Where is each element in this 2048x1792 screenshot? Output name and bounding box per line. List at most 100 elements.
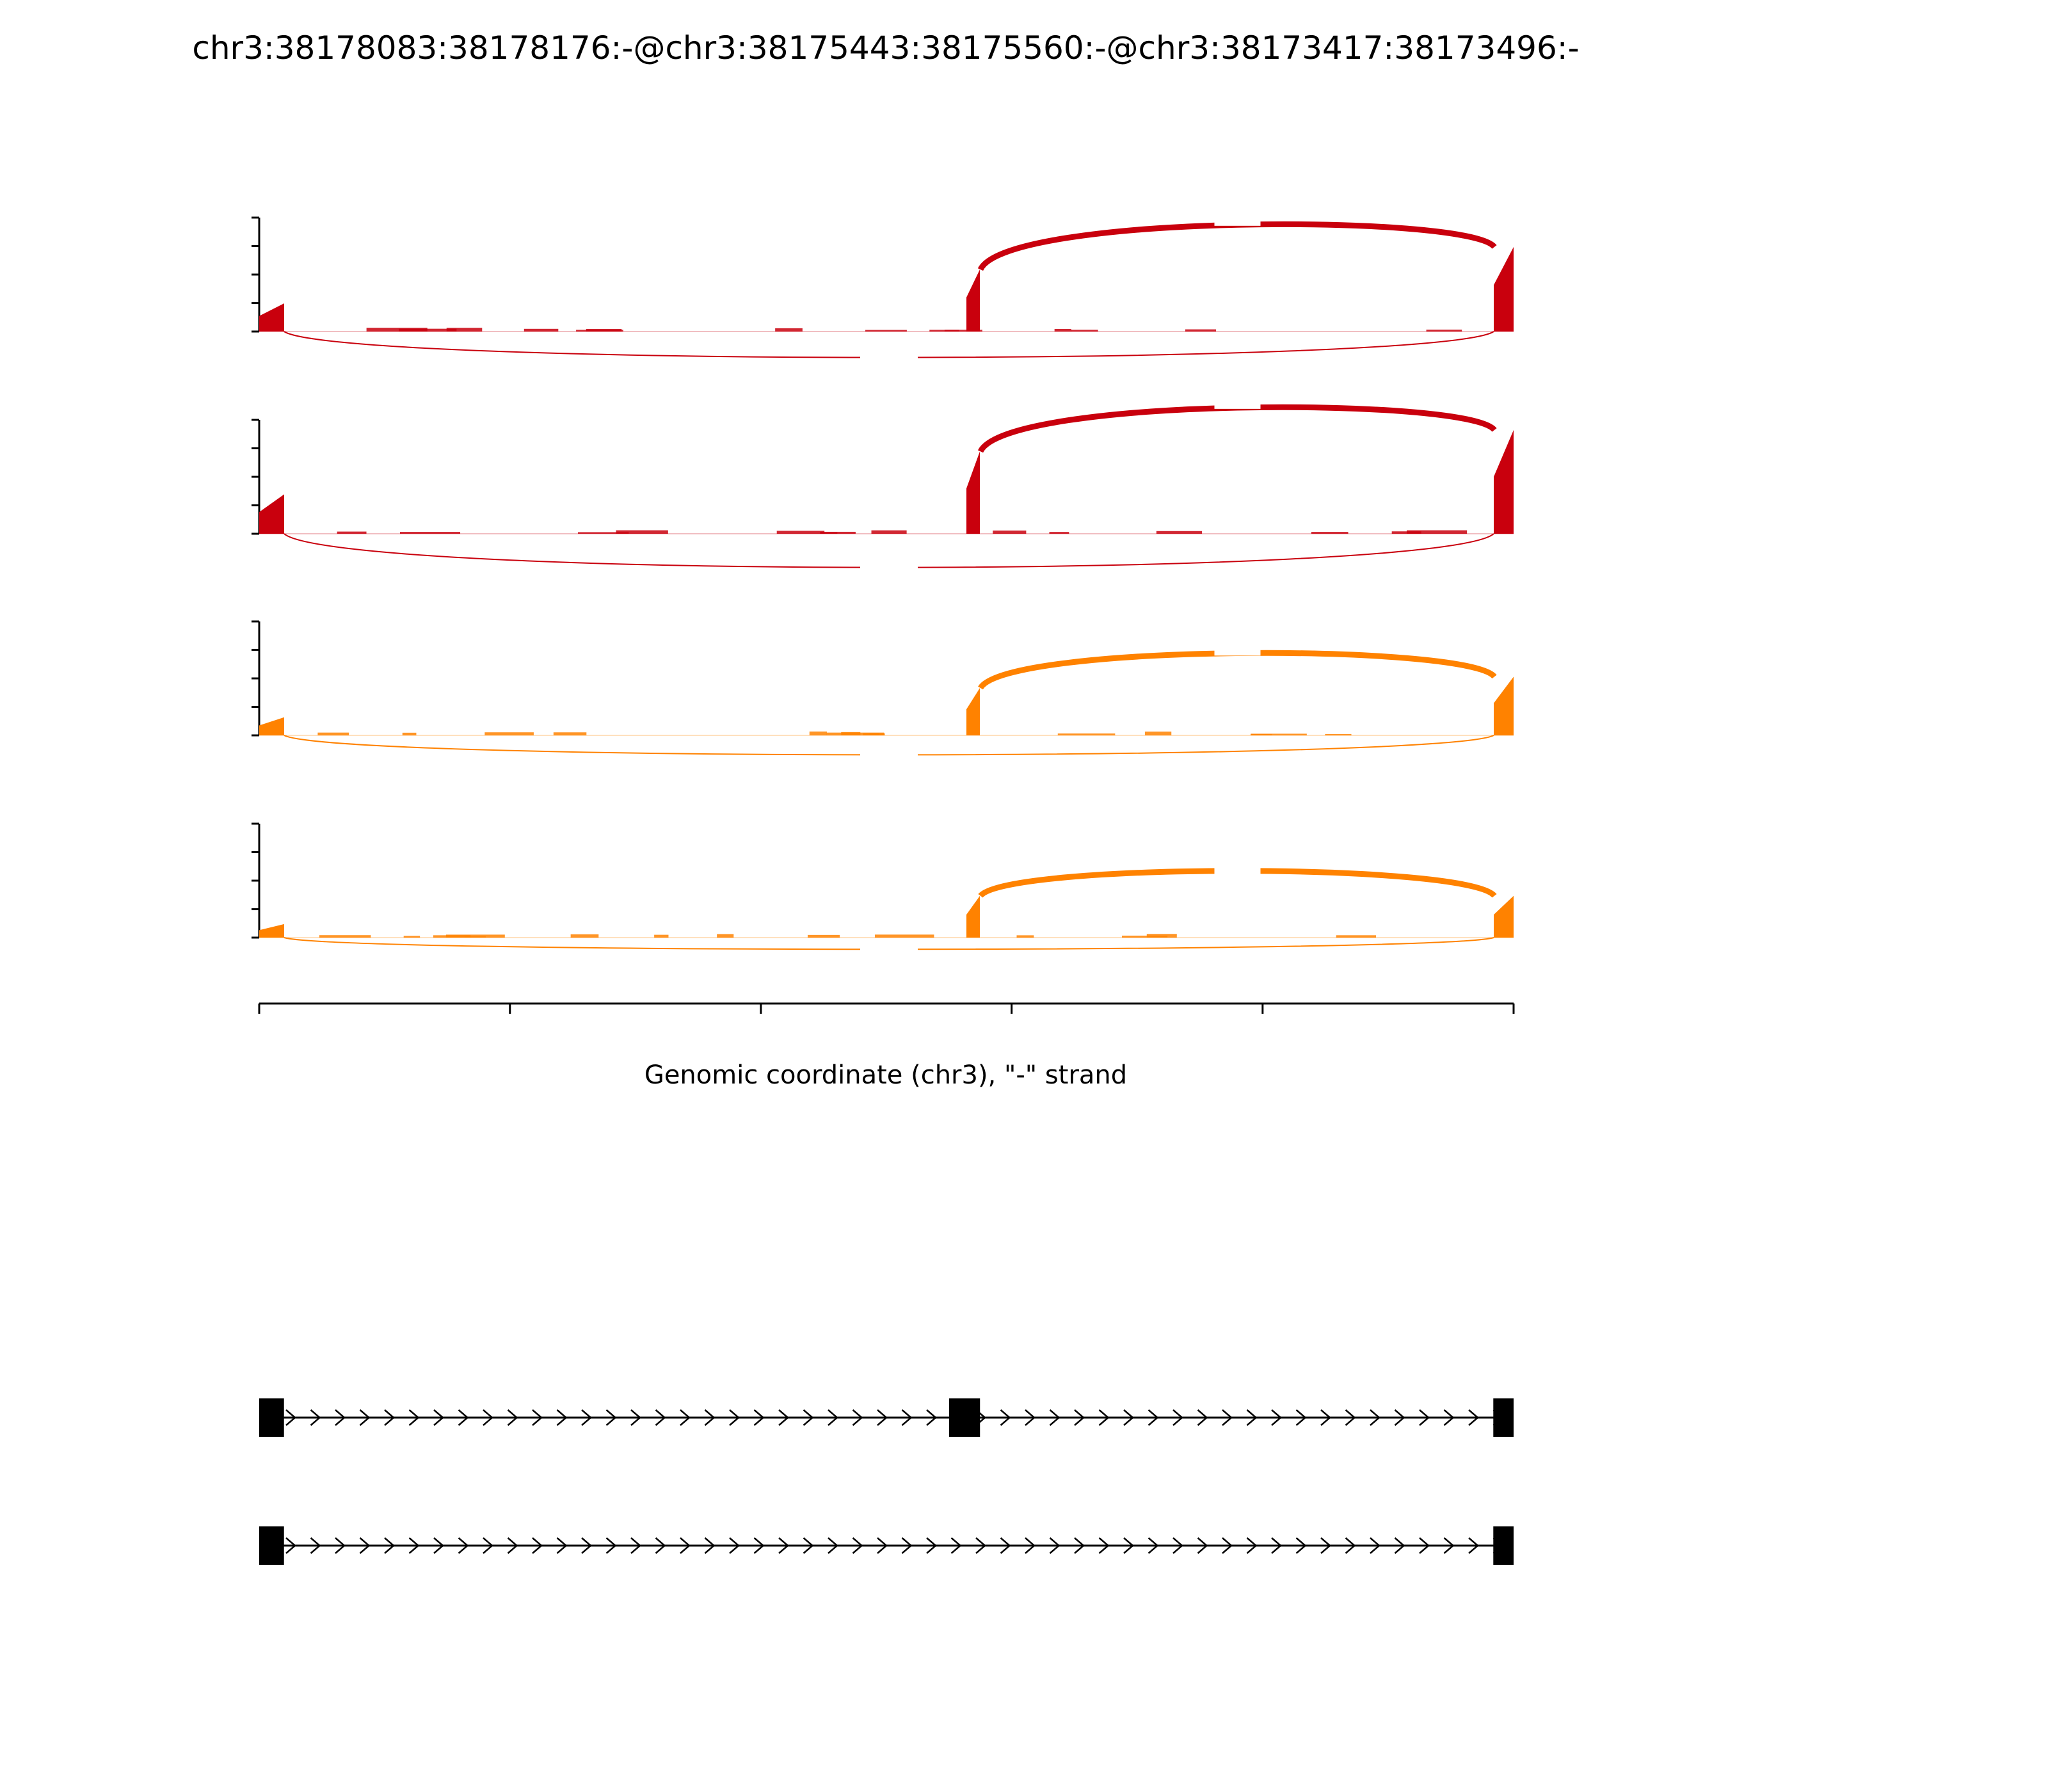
strand-chevron bbox=[1148, 1537, 1159, 1554]
strand-chevron bbox=[532, 1537, 543, 1554]
intron-coverage bbox=[570, 934, 599, 938]
inclusion-junction-arc bbox=[977, 221, 1497, 271]
strand-chevron bbox=[1320, 1537, 1331, 1554]
strand-chevron bbox=[1246, 1537, 1258, 1554]
intron-coverage bbox=[1336, 935, 1376, 938]
strand-chevron bbox=[556, 1409, 568, 1426]
intron-coverage bbox=[865, 330, 907, 332]
strand-chevron bbox=[605, 1409, 617, 1426]
intron-coverage bbox=[1071, 330, 1098, 332]
exon3-coverage bbox=[1494, 895, 1514, 938]
strand-chevron bbox=[901, 1537, 913, 1554]
strand-chevron bbox=[803, 1409, 814, 1426]
strand-chevron bbox=[285, 1409, 296, 1426]
intron-coverage bbox=[1144, 732, 1172, 735]
intron-coverage bbox=[1325, 733, 1352, 735]
strand-chevron bbox=[828, 1537, 838, 1554]
strand-chevron bbox=[335, 1409, 346, 1426]
strand-chevron bbox=[384, 1537, 395, 1554]
intron-coverage bbox=[944, 330, 982, 332]
strand-chevron bbox=[1370, 1409, 1380, 1426]
intron-coverage bbox=[446, 328, 483, 332]
strand-chevron bbox=[1394, 1409, 1405, 1426]
strand-chevron bbox=[877, 1409, 888, 1426]
intron-coverage bbox=[717, 934, 734, 938]
exon-block bbox=[259, 1398, 284, 1437]
coverage-track bbox=[252, 620, 1514, 769]
exon-block bbox=[1493, 1526, 1514, 1565]
strand-chevron bbox=[1049, 1409, 1060, 1426]
strand-chevron bbox=[1246, 1409, 1258, 1426]
strand-chevron bbox=[1025, 1537, 1036, 1554]
strand-chevron bbox=[384, 1409, 395, 1426]
strand-chevron bbox=[950, 1537, 962, 1554]
strand-chevron bbox=[828, 1409, 838, 1426]
intron-coverage bbox=[317, 732, 349, 735]
intron-coverage bbox=[319, 935, 371, 938]
strand-chevron bbox=[1123, 1537, 1134, 1554]
strand-chevron bbox=[1123, 1409, 1134, 1426]
strand-chevron bbox=[507, 1537, 518, 1554]
exon2-coverage bbox=[966, 687, 980, 735]
strand-chevron bbox=[1098, 1537, 1110, 1554]
exon3-coverage bbox=[1494, 246, 1514, 332]
intron-coverage bbox=[1054, 329, 1071, 332]
strand-chevron bbox=[901, 1409, 913, 1426]
intron-coverage bbox=[1156, 531, 1203, 534]
strand-chevron bbox=[1049, 1537, 1060, 1554]
strand-chevron bbox=[1271, 1409, 1282, 1426]
intron-coverage bbox=[1122, 935, 1168, 938]
strand-chevron bbox=[926, 1409, 937, 1426]
strand-chevron bbox=[1025, 1409, 1036, 1426]
intron-coverage bbox=[807, 934, 840, 938]
intron-coverage bbox=[776, 531, 825, 534]
junction-label-bg bbox=[860, 558, 918, 581]
strand-chevron bbox=[680, 1537, 691, 1554]
intron-coverage bbox=[1185, 329, 1217, 332]
intron-coverage bbox=[993, 530, 1027, 534]
strand-chevron bbox=[458, 1409, 469, 1426]
strand-chevron bbox=[1419, 1537, 1430, 1554]
strand-chevron bbox=[1419, 1409, 1430, 1426]
strand-chevron bbox=[507, 1409, 518, 1426]
strand-chevron bbox=[1222, 1537, 1233, 1554]
junction-label-bg bbox=[1214, 632, 1261, 656]
coverage-track bbox=[252, 202, 1514, 371]
intron-coverage bbox=[871, 530, 907, 534]
strand-chevron bbox=[1394, 1537, 1405, 1554]
chart-title: chr3:38178083:38178176:-@chr3:38175443:3… bbox=[192, 29, 1579, 67]
intron-coverage bbox=[1311, 532, 1348, 534]
strand-chevron bbox=[778, 1409, 789, 1426]
strand-chevron bbox=[1000, 1537, 1011, 1554]
x-axis-label: Genomic coordinate (chr3), "-" strand bbox=[644, 1060, 1127, 1090]
strand-chevron bbox=[1443, 1409, 1455, 1426]
exon1-coverage bbox=[259, 924, 284, 938]
intron-coverage bbox=[1057, 733, 1116, 735]
strand-chevron bbox=[1172, 1537, 1183, 1554]
strand-chevron bbox=[408, 1409, 420, 1426]
strand-chevron bbox=[1222, 1409, 1233, 1426]
intron-coverage bbox=[841, 732, 861, 735]
coverage-tracks bbox=[252, 202, 1514, 963]
inclusion-junction-arc bbox=[978, 650, 1497, 690]
strand-chevron bbox=[335, 1537, 346, 1554]
strand-chevron bbox=[704, 1537, 716, 1554]
exon-block bbox=[949, 1398, 980, 1437]
strand-chevron bbox=[729, 1537, 740, 1554]
exon2-coverage bbox=[966, 269, 980, 332]
junction-label-bg bbox=[1214, 202, 1261, 226]
strand-chevron bbox=[926, 1537, 937, 1554]
intron-coverage bbox=[524, 328, 559, 332]
strand-chevron bbox=[778, 1537, 789, 1554]
strand-chevron bbox=[1345, 1537, 1356, 1554]
exon2-coverage bbox=[966, 451, 980, 534]
strand-chevron bbox=[458, 1537, 469, 1554]
strand-chevron bbox=[753, 1409, 765, 1426]
strand-chevron bbox=[1197, 1409, 1208, 1426]
strand-chevron bbox=[753, 1537, 765, 1554]
strand-chevron bbox=[1172, 1409, 1183, 1426]
strand-chevron bbox=[1468, 1537, 1479, 1554]
strand-chevron bbox=[655, 1409, 666, 1426]
intron-coverage bbox=[402, 732, 417, 735]
